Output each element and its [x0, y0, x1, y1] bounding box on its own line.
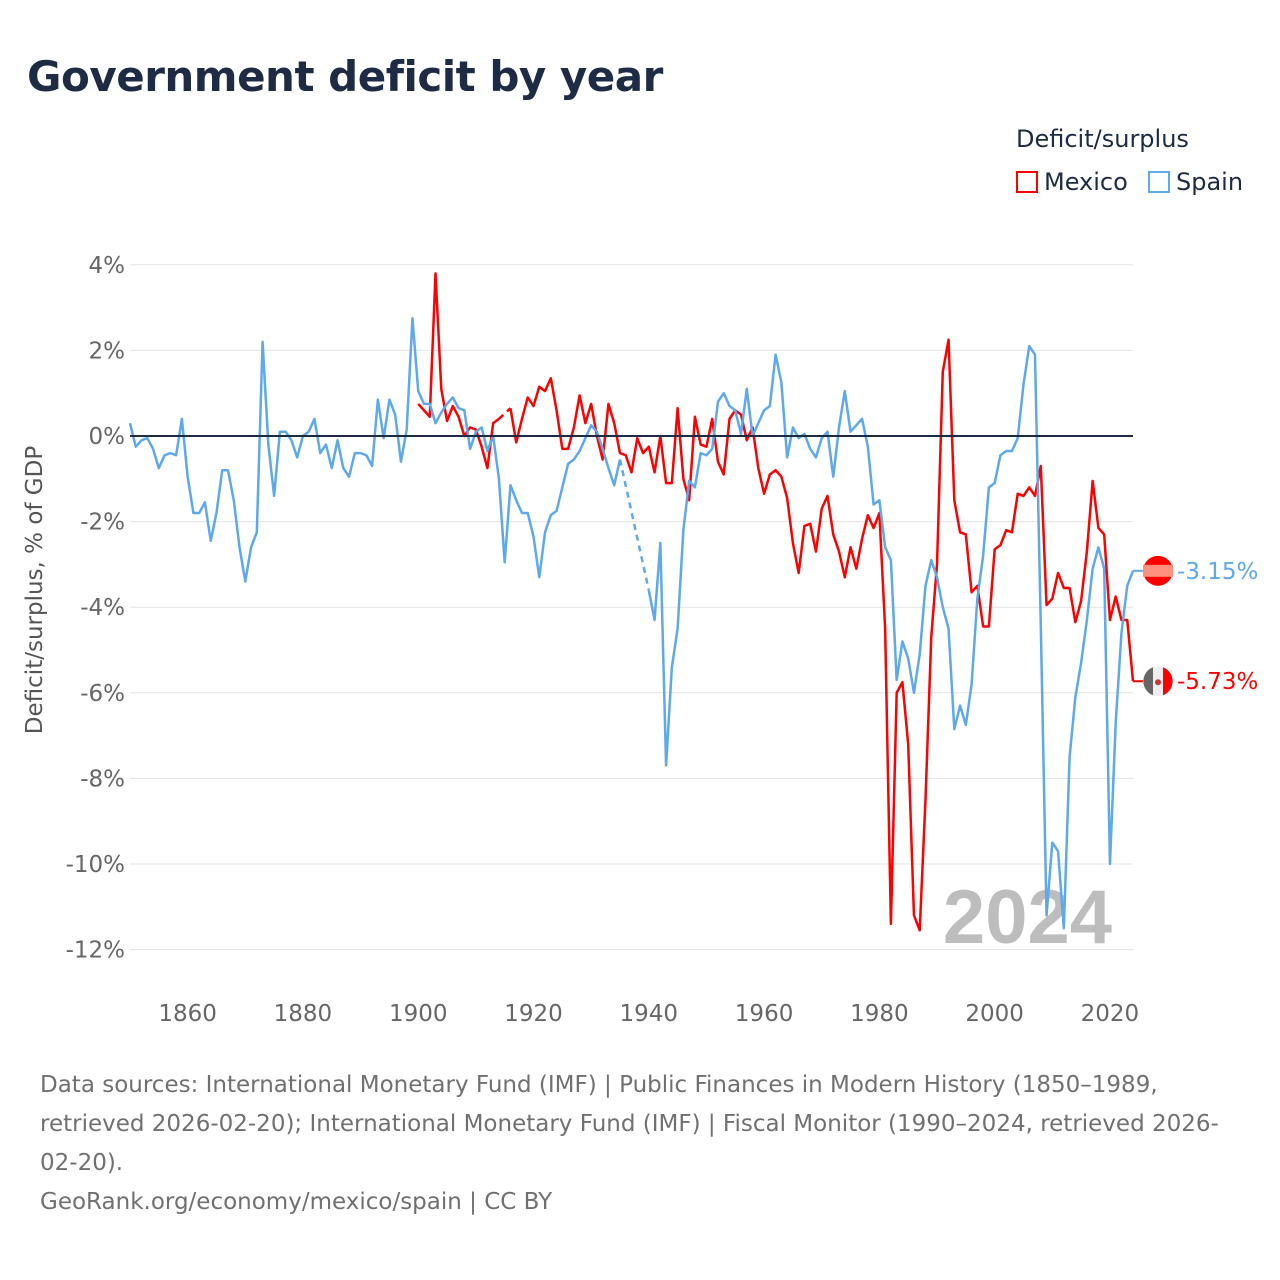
legend-label-spain: Spain	[1176, 168, 1244, 196]
y-tick-label: -8%	[80, 766, 125, 792]
x-tick-label: 1860	[158, 1001, 217, 1027]
x-tick-label: 1880	[274, 1001, 333, 1027]
legend-item-spain[interactable]: Spain	[1148, 168, 1243, 196]
flag-stripe-left	[1143, 667, 1153, 696]
year-watermark: 2024	[943, 875, 1112, 960]
y-axis-label: Deficit/surplus, % of GDP	[22, 446, 48, 735]
legend-item-mexico[interactable]: Mexico	[1016, 168, 1128, 196]
mexico-flag-icon	[1143, 666, 1173, 697]
x-tick-label: 1960	[735, 1001, 794, 1027]
x-tick-label: 2000	[965, 1001, 1024, 1027]
y-tick-label: -2%	[80, 510, 125, 536]
series-line-mexico	[417, 272, 1135, 932]
flag-stripe-right	[1163, 667, 1173, 696]
footer: Data sources: International Monetary Fun…	[40, 1066, 1240, 1222]
y-tick-label: 0%	[89, 424, 126, 450]
legend-swatch-spain	[1148, 171, 1170, 193]
flag-emblem	[1155, 679, 1161, 686]
legend-swatch-mexico	[1016, 171, 1038, 193]
series-gap-mexico	[498, 407, 512, 420]
data-sources: Data sources: International Monetary Fun…	[40, 1072, 1219, 1176]
x-tick-label: 1900	[389, 1001, 448, 1027]
y-tick-label: -12%	[66, 938, 125, 964]
x-tick-label: 1920	[504, 1001, 563, 1027]
chart-plot: 4% 2% 0% -2% -4% -6% -8% -10% -12% 1860 1880 1900 19…	[22, 253, 1258, 1027]
flag-stripe-middle	[1143, 564, 1173, 577]
end-value-label-mexico: -5.73%	[1177, 669, 1258, 695]
credit-link[interactable]: GeoRank.org/economy/mexico/spain | CC BY	[40, 1189, 553, 1215]
y-tick-label: 2%	[89, 338, 126, 364]
legend-title: Deficit/surplus	[1016, 125, 1189, 153]
series-line-spain	[128, 317, 1135, 930]
x-tick-label: 2020	[1081, 1001, 1140, 1027]
x-tick-label: 1940	[620, 1001, 679, 1027]
series-gap-spain	[618, 459, 651, 591]
y-tick-label: 4%	[89, 253, 126, 279]
y-tick-label: -6%	[80, 681, 125, 707]
chart-title: Government deficit by year	[27, 52, 663, 101]
legend-label-mexico: Mexico	[1044, 168, 1128, 196]
spain-flag-icon	[1143, 555, 1173, 586]
x-tick-label: 1980	[850, 1001, 909, 1027]
y-tick-label: -4%	[80, 595, 125, 621]
y-tick-label: -10%	[66, 852, 125, 878]
end-value-label-spain: -3.15%	[1177, 559, 1258, 585]
